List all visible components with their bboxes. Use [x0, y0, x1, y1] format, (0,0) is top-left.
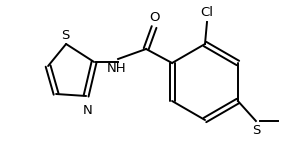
Text: S: S [61, 29, 69, 42]
Text: NH: NH [106, 62, 126, 75]
Text: N: N [83, 104, 93, 117]
Text: S: S [252, 124, 260, 137]
Text: O: O [149, 11, 159, 24]
Text: Cl: Cl [200, 6, 213, 19]
